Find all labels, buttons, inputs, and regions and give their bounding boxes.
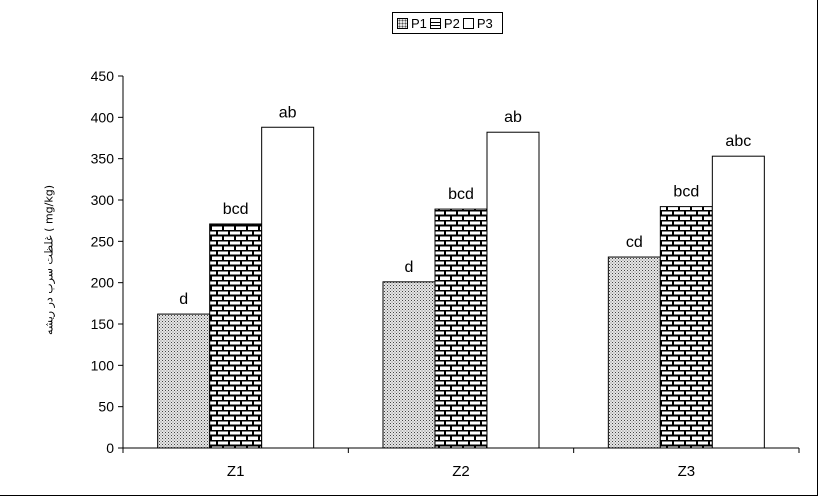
legend-item-p1: P1 [397, 16, 427, 31]
data-label: d [179, 291, 188, 308]
legend: P1 P2 P3 [392, 12, 503, 34]
y-tick-label: 200 [91, 275, 115, 291]
y-tick-label: 150 [91, 316, 115, 332]
legend-label-p2: P2 [443, 15, 460, 31]
legend-swatch-p1 [397, 17, 408, 29]
y-tick-label: 0 [106, 440, 114, 456]
legend-item-p2: P2 [429, 15, 460, 31]
bars [157, 126, 765, 449]
data-label: bcd [448, 186, 474, 203]
data-label: ab [279, 104, 297, 121]
y-tick-label: 450 [91, 68, 115, 84]
legend-label-p3: P3 [476, 15, 493, 31]
y-tick-label: 250 [91, 233, 115, 249]
bar-p3-z1 [261, 126, 315, 449]
y-tick-label: 350 [91, 151, 115, 167]
y-tick-label: 50 [98, 399, 114, 415]
bar-p2-z1 [209, 223, 263, 449]
bar-p1-z2 [382, 281, 436, 449]
bar-p2-z3 [659, 206, 713, 449]
data-label: ab [504, 109, 522, 126]
bar-p3-z3 [711, 155, 765, 449]
bar-p2-z2 [434, 208, 488, 449]
x-tick-label: Z1 [227, 463, 245, 480]
bar-p3-z2 [486, 131, 540, 449]
data-label: abc [725, 133, 751, 150]
legend-swatch-p3 [462, 17, 474, 29]
x-tick-label: Z2 [452, 463, 470, 480]
data-label: cd [626, 234, 643, 251]
y-tick-label: 100 [91, 357, 115, 373]
data-label: d [405, 259, 414, 276]
bar-labels: d bcd ab d bcd ab cd bcd abc [179, 104, 751, 308]
data-label: bcd [673, 184, 699, 201]
x-tick-label: Z3 [678, 463, 696, 480]
bar-p1-z1 [157, 313, 211, 449]
bar-p1-z3 [607, 256, 661, 449]
data-label: bcd [223, 201, 249, 218]
y-axis-title: غلظت سرب در ریشه ( mg/kg) [42, 185, 56, 335]
legend-item-p3: P3 [462, 15, 493, 31]
legend-label-p1: P1 [411, 15, 427, 31]
y-tick-label: 300 [91, 192, 115, 208]
y-tick-label: 400 [91, 109, 115, 125]
legend-swatch-p2 [429, 17, 441, 29]
